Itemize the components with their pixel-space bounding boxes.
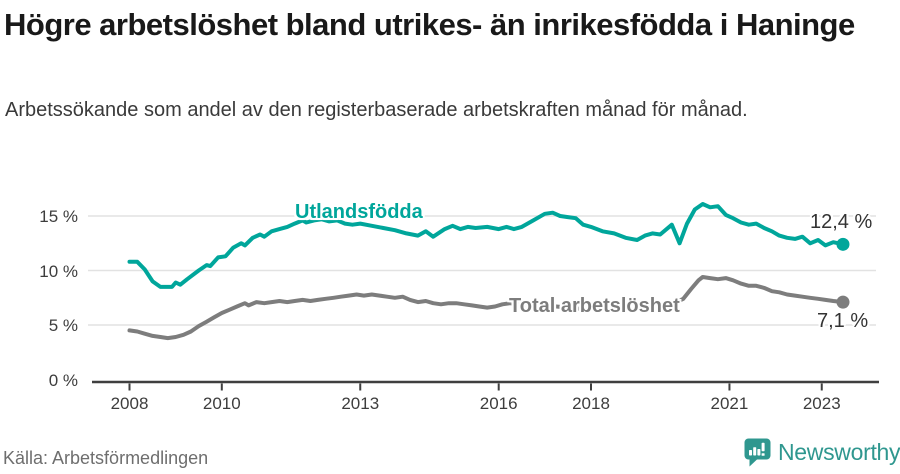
- page-title: Högre arbetslöshet bland utrikes- än inr…: [4, 7, 855, 42]
- newsworthy-logo: Newsworthy: [744, 438, 900, 467]
- source-note: Källa: Arbetsförmedlingen: [3, 448, 209, 468]
- x-axis-label-2016: 2016: [479, 394, 518, 413]
- y-axis-label-10%: 10 %: [39, 261, 78, 281]
- series-end-dot-total: [836, 295, 850, 309]
- x-axis-label-2023: 2023: [802, 394, 841, 413]
- series-label-total-arbetsloshet: Total arbetslöshet: [509, 295, 680, 317]
- x-axis-label-2013: 2013: [341, 394, 380, 413]
- y-axis-label-0%: 0 %: [48, 370, 78, 390]
- y-axis-label-5%: 5 %: [48, 316, 78, 335]
- series-label-utlandsfodda: Utlandsfödda: [295, 201, 423, 223]
- end-value-label-utlandsfodda: 12,4 %: [810, 211, 873, 233]
- x-axis-label-2018: 2018: [572, 394, 610, 413]
- series-line-utlandsfodda: [127, 202, 845, 289]
- newsworthy-logo-text: Newsworthy: [778, 439, 900, 465]
- newsworthy-logo-icon: [744, 438, 771, 467]
- x-axis-label-2010: 2010: [202, 394, 241, 413]
- series-end-dot-utlandsfodda: [836, 237, 850, 251]
- end-value-label-total-arbetsloshet: 7,1 %: [817, 310, 869, 332]
- y-axis-label-15%: 15 %: [39, 207, 78, 226]
- x-axis-label-2021: 2021: [710, 394, 749, 413]
- page-subtitle: Arbetssökande som andel av den registerb…: [5, 99, 748, 121]
- x-axis-label-2008: 2008: [110, 394, 149, 413]
- series-line-total: [127, 275, 845, 341]
